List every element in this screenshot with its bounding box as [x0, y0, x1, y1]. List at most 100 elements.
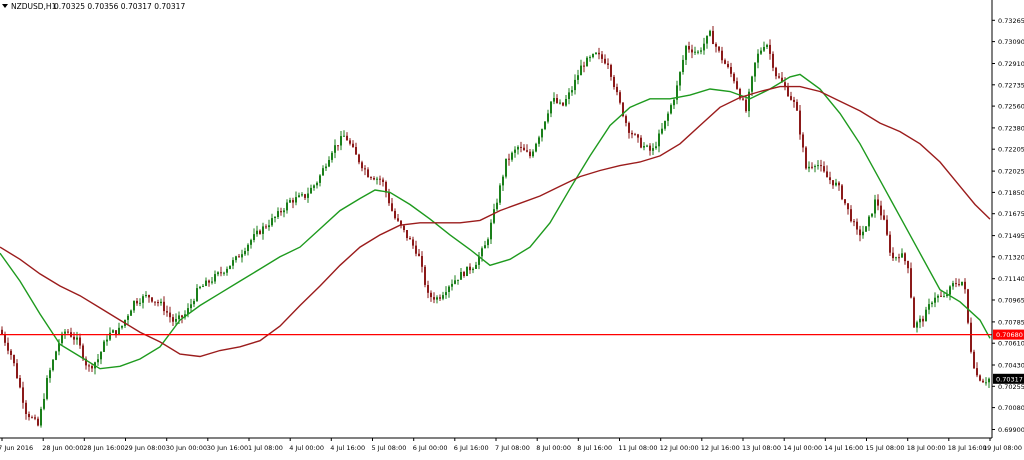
candle-body [52, 359, 54, 371]
candle-body [310, 187, 312, 194]
candle-body [850, 209, 852, 222]
price-tick-label: 0.70430 [998, 362, 1024, 370]
candle-body [133, 300, 135, 311]
candle-body [259, 230, 261, 234]
candle-body [688, 46, 690, 50]
candle-body [118, 327, 120, 335]
candle-body [625, 116, 627, 123]
time-tick-label: 30 Jun 16:00 [207, 444, 248, 452]
candle-body [694, 51, 696, 53]
candle-body [22, 387, 24, 403]
candle-body [403, 225, 405, 230]
candle-body [121, 325, 123, 328]
candle-body [898, 257, 900, 259]
candle-body [46, 378, 48, 399]
candle-body [979, 375, 981, 381]
candle-body [925, 309, 927, 322]
candle-body [370, 177, 372, 179]
candle-body [463, 272, 465, 276]
time-tick-label: 14 Jul 00:00 [783, 444, 822, 452]
candle-body [958, 284, 960, 286]
candle-body [448, 286, 450, 292]
candle-body [904, 253, 906, 262]
candle-body [622, 102, 624, 117]
candle-body [706, 35, 708, 44]
price-tick-label: 0.71675 [998, 210, 1024, 218]
candle-body [892, 252, 894, 259]
candle-body [796, 101, 798, 111]
candle-body [901, 253, 903, 258]
candle-body [223, 272, 225, 274]
candle-body [730, 67, 732, 74]
candle-body [88, 365, 90, 367]
candle-body [25, 402, 27, 414]
candle-body [265, 226, 267, 228]
price-tick-label: 0.71495 [998, 232, 1024, 240]
candle-body [541, 129, 543, 138]
price-tick-label: 0.70255 [998, 383, 1024, 391]
candle-body [658, 133, 660, 147]
candle-body [364, 168, 366, 170]
candle-body [247, 244, 249, 251]
candle-body [916, 322, 918, 328]
candle-body [868, 216, 870, 227]
candle-body [103, 341, 105, 352]
candle-body [169, 312, 171, 318]
candle-body [841, 185, 843, 200]
candle-body [532, 151, 534, 157]
candle-body [718, 46, 720, 51]
price-tick-label: 0.72735 [998, 81, 1024, 89]
candle-body [457, 279, 459, 281]
candle-body [628, 122, 630, 133]
candle-body [970, 322, 972, 352]
candle-body [382, 179, 384, 182]
candle-body [307, 193, 309, 198]
candle-body [412, 239, 414, 246]
candle-body [97, 359, 99, 363]
candle-body [823, 166, 825, 172]
candle-body [844, 199, 846, 204]
candle-body [616, 86, 618, 93]
ma-fast-line [0, 73, 991, 370]
candle-body [919, 318, 921, 323]
candle-body [895, 257, 897, 259]
candle-body [166, 311, 168, 313]
candle-body [361, 162, 363, 169]
price-tick-label: 0.73265 [998, 17, 1024, 25]
dropdown-triangle-icon[interactable] [2, 4, 8, 8]
candle-body [562, 102, 564, 106]
candle-body [574, 79, 576, 91]
candle-body [436, 297, 438, 300]
level-price-badge [993, 329, 1024, 340]
candle-body [274, 216, 276, 218]
candle-body [157, 302, 159, 304]
candle-body [127, 315, 129, 320]
candle-body [241, 254, 243, 258]
candle-body [502, 176, 504, 186]
candle-body [793, 99, 795, 102]
candle-body [175, 319, 177, 322]
candle-body [613, 76, 615, 87]
candle-body [820, 165, 822, 167]
time-tick-label: 4 Jul 16:00 [330, 444, 365, 452]
candle-body [115, 330, 117, 335]
candle-body [322, 168, 324, 176]
price-tick-label: 0.71140 [998, 275, 1024, 283]
price-tick-label: 0.72025 [998, 168, 1024, 176]
candle-body [367, 169, 369, 178]
candle-body [109, 332, 111, 340]
candle-body [859, 229, 861, 236]
candle-body [244, 251, 246, 255]
candle-body [130, 310, 132, 316]
candle-body [949, 286, 951, 295]
candle-body [475, 264, 477, 269]
candle-body [148, 295, 150, 298]
candle-body [832, 180, 834, 186]
candle-body [58, 343, 60, 352]
candle-body [229, 265, 231, 269]
candle-body [238, 256, 240, 258]
candle-body [478, 256, 480, 265]
candle-body [787, 86, 789, 97]
